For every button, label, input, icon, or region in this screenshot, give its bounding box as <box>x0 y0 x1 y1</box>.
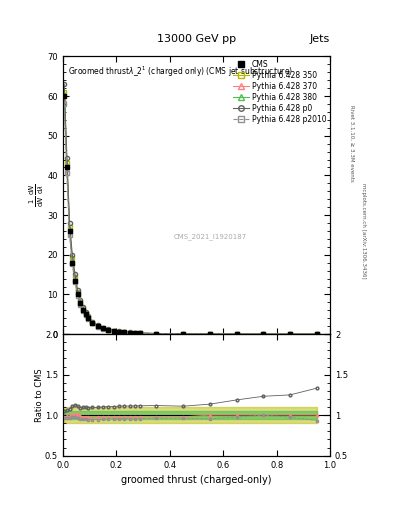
Legend: CMS, Pythia 6.428 350, Pythia 6.428 370, Pythia 6.428 380, Pythia 6.428 p0, Pyth: CMS, Pythia 6.428 350, Pythia 6.428 370,… <box>232 58 328 125</box>
Text: Groomed thrust$\lambda\_2^{1}$ (charged only) (CMS jet substructure): Groomed thrust$\lambda\_2^{1}$ (charged … <box>68 65 293 79</box>
X-axis label: groomed thrust (charged-only): groomed thrust (charged-only) <box>121 475 272 485</box>
Y-axis label: Ratio to CMS: Ratio to CMS <box>35 368 44 422</box>
Text: 13000 GeV pp: 13000 GeV pp <box>157 33 236 44</box>
Text: mcplots.cern.ch [arXiv:1306.3436]: mcplots.cern.ch [arXiv:1306.3436] <box>361 183 366 278</box>
Text: CMS_2021_I1920187: CMS_2021_I1920187 <box>173 233 246 240</box>
Text: Rivet 3.1.10, ≥ 3.3M events: Rivet 3.1.10, ≥ 3.3M events <box>349 105 354 182</box>
Text: Jets: Jets <box>310 33 330 44</box>
Y-axis label: $\frac{1}{\mathrm{d}N}\,\frac{\mathrm{d}N}{\mathrm{d}\lambda}$: $\frac{1}{\mathrm{d}N}\,\frac{\mathrm{d}… <box>28 183 46 207</box>
